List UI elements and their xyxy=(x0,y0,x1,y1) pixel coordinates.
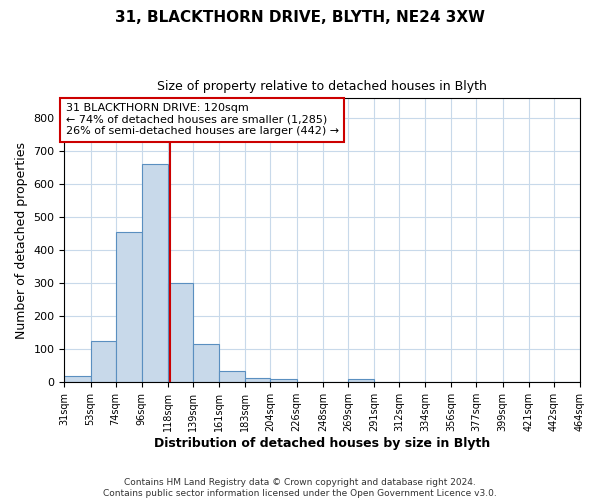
Bar xyxy=(219,371,245,382)
Bar xyxy=(91,341,116,382)
Text: 31 BLACKTHORN DRIVE: 120sqm
← 74% of detached houses are smaller (1,285)
26% of : 31 BLACKTHORN DRIVE: 120sqm ← 74% of det… xyxy=(65,104,339,136)
X-axis label: Distribution of detached houses by size in Blyth: Distribution of detached houses by size … xyxy=(154,437,490,450)
Bar xyxy=(142,164,168,382)
Bar xyxy=(116,232,142,382)
Y-axis label: Number of detached properties: Number of detached properties xyxy=(15,142,28,339)
Bar xyxy=(168,284,193,382)
Bar xyxy=(193,344,219,382)
Text: 31, BLACKTHORN DRIVE, BLYTH, NE24 3XW: 31, BLACKTHORN DRIVE, BLYTH, NE24 3XW xyxy=(115,10,485,25)
Title: Size of property relative to detached houses in Blyth: Size of property relative to detached ho… xyxy=(157,80,487,93)
Bar xyxy=(245,378,271,382)
Bar xyxy=(271,379,296,382)
Bar xyxy=(348,379,374,382)
Bar xyxy=(64,376,91,382)
Text: Contains HM Land Registry data © Crown copyright and database right 2024.
Contai: Contains HM Land Registry data © Crown c… xyxy=(103,478,497,498)
